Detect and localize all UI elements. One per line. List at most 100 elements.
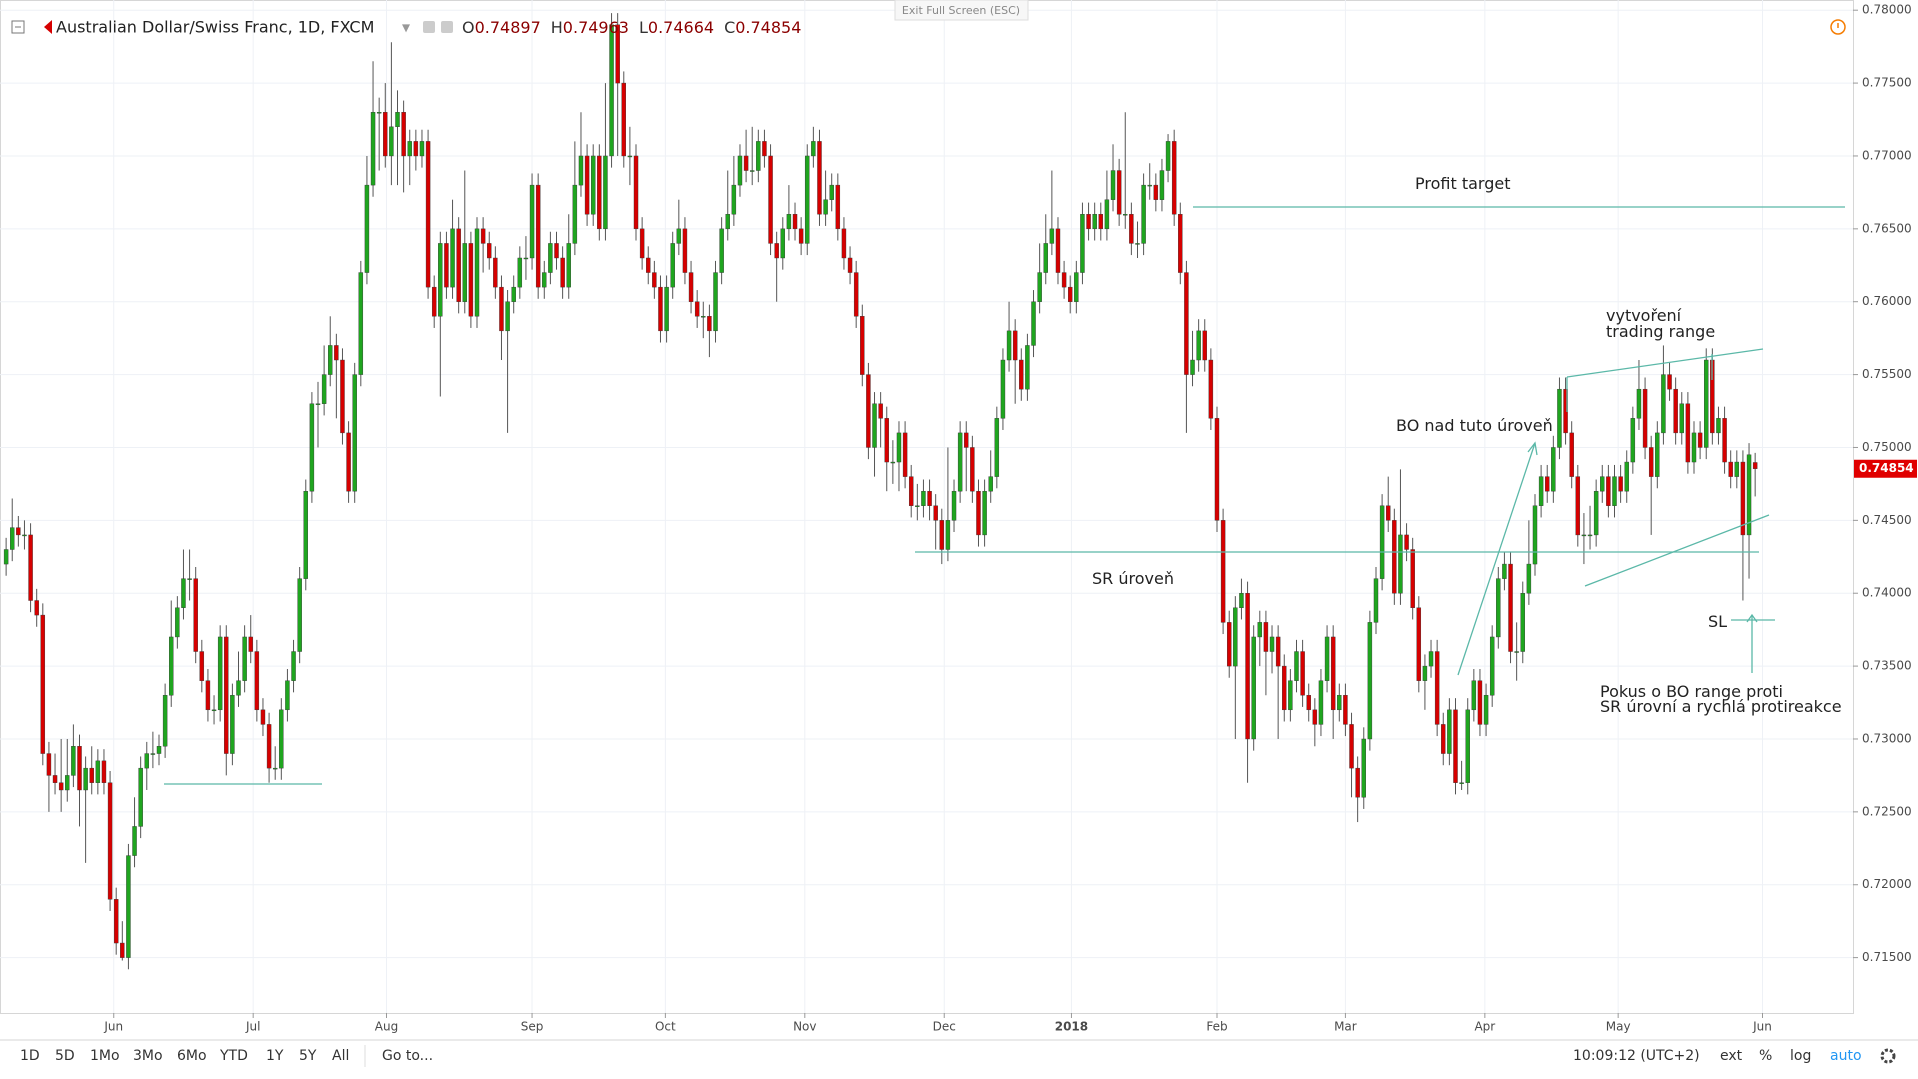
candle-body [1373, 578, 1379, 623]
x-tick-label: Sep [521, 1020, 544, 1034]
last-price-marker [1854, 459, 1917, 478]
settings-icon[interactable] [441, 21, 453, 33]
candle-body [1673, 388, 1678, 434]
candle-body [254, 651, 260, 711]
warning-icon[interactable] [1830, 19, 1846, 35]
chart-title: Australian Dollar/Swiss Franc, 1D, FXCM [56, 18, 374, 37]
goto-button[interactable]: Go to... [382, 1048, 433, 1064]
candle-body [65, 775, 70, 791]
candle-body [1226, 622, 1232, 667]
candle-body [841, 228, 847, 259]
candle-body [988, 476, 993, 492]
arrow-head [1527, 441, 1538, 456]
candle-body [664, 286, 669, 332]
candle-body [462, 243, 467, 302]
settings-gear[interactable] [1880, 1048, 1896, 1064]
scale-option[interactable]: ext [1720, 1048, 1743, 1064]
x-tick-label: Jul [245, 1020, 260, 1034]
timeframe-button[interactable]: All [332, 1048, 349, 1064]
candle-body [701, 316, 706, 318]
candle-body [113, 899, 119, 944]
candle-body [1410, 549, 1415, 609]
candle-body [1612, 476, 1617, 506]
candle-body [1019, 359, 1024, 390]
candle-body [737, 155, 743, 186]
dropdown-icon[interactable]: ▾ [402, 18, 410, 37]
candle-body [1379, 505, 1385, 579]
candle-body [450, 228, 455, 288]
candle-body [279, 709, 284, 769]
candle-body [156, 746, 162, 754]
ohlc-value: 0.74664 [648, 18, 714, 37]
timeframe-button[interactable]: 1D [20, 1048, 40, 1064]
y-tick-label: 0.71500 [1862, 950, 1912, 964]
candle-body [590, 155, 596, 215]
candle-body [1587, 534, 1593, 537]
ohlc-label: L [639, 18, 648, 37]
candle-body [1135, 243, 1140, 245]
candle-body [1282, 665, 1287, 711]
candle-body [1202, 330, 1207, 361]
candle-body [413, 141, 419, 157]
candle-body [811, 141, 816, 157]
clock: 10:09:12 (UTC+2) [1573, 1048, 1700, 1064]
candle-body [10, 527, 15, 550]
ohlc-readout: O0.74897 H0.74963 L0.74664 C0.74854 [462, 18, 801, 37]
x-tick-label: Jun [103, 1020, 123, 1034]
y-tick-label: 0.76000 [1862, 294, 1912, 308]
candle-body [285, 680, 290, 711]
candle-body [786, 214, 792, 230]
scale-option[interactable]: log [1790, 1048, 1811, 1064]
scale-option[interactable]: % [1759, 1048, 1772, 1064]
candle-body [46, 753, 52, 776]
candle-body [266, 724, 272, 769]
candle-body [16, 527, 21, 536]
visibility-icon[interactable] [423, 21, 435, 33]
timeframe-button[interactable]: 5D [55, 1048, 75, 1064]
range-top-line [1566, 348, 1764, 378]
candle-body [1067, 286, 1073, 302]
candle-body [1471, 680, 1477, 711]
timeframe-button[interactable]: YTD [219, 1048, 248, 1064]
candle-body [1263, 622, 1269, 652]
candle-body [132, 826, 137, 856]
candle-body [1502, 563, 1507, 579]
candle-body [1606, 476, 1611, 506]
candle-body [1171, 141, 1177, 215]
candle-body [915, 505, 920, 507]
candle-body [248, 636, 253, 652]
x-tick-label: Dec [933, 1020, 956, 1034]
candle-body [1239, 593, 1244, 609]
exit-full-screen-button[interactable] [894, 0, 1029, 21]
timeframe-button[interactable]: 1Mo [90, 1048, 120, 1064]
candle-body [896, 432, 902, 463]
annotation: trading range [1606, 322, 1715, 341]
timeframe-button[interactable]: 3Mo [133, 1048, 163, 1064]
candle-body [853, 272, 859, 317]
timeframe-button[interactable]: 6Mo [177, 1048, 207, 1064]
candle-body [407, 141, 412, 157]
candle-body [676, 228, 682, 244]
timeframe-button[interactable]: 5Y [299, 1048, 317, 1064]
candle-body [835, 184, 841, 230]
timeframe-button[interactable]: 1Y [266, 1048, 284, 1064]
candle-body [603, 155, 608, 230]
candle-body [878, 403, 883, 419]
candle-body [309, 403, 315, 492]
scale-option[interactable]: auto [1830, 1048, 1862, 1064]
candle-body [1300, 651, 1305, 696]
candle-body [474, 228, 480, 317]
candle-body [1288, 680, 1293, 711]
candle-body [315, 403, 321, 405]
candle-body [419, 141, 425, 157]
candle-body [1434, 651, 1440, 725]
candle-body [401, 112, 406, 157]
candle-body [175, 607, 180, 638]
candle-body [77, 746, 82, 791]
ohlc-value: 0.74854 [735, 18, 801, 37]
candle-body [633, 155, 639, 230]
arrow-head [1746, 613, 1758, 623]
candle-body [1636, 388, 1642, 419]
candle-body [1031, 301, 1036, 346]
candle-body [1386, 505, 1391, 521]
